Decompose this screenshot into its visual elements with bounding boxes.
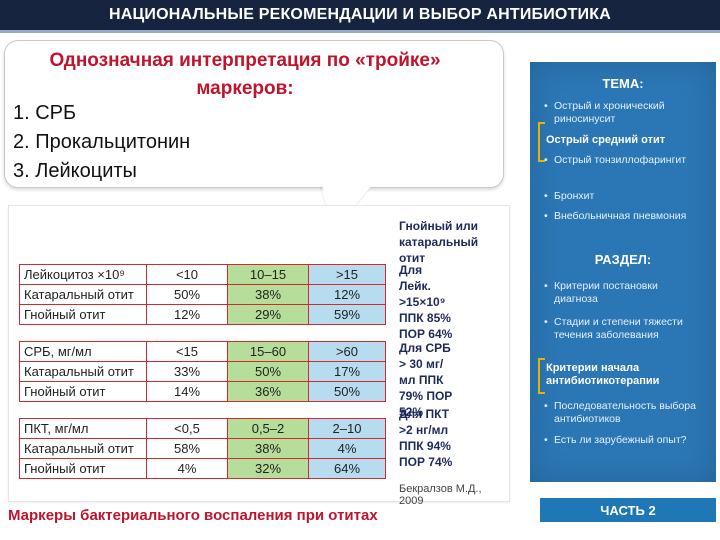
theme-item[interactable]: • Бронхит xyxy=(544,190,714,203)
section-item-label: Есть ли зарубежный опыт? xyxy=(554,434,687,446)
cell: 14% xyxy=(146,381,228,402)
side-note-leuk: Для Лейк. >15×10⁹ ППК 85% ПОР 64% xyxy=(399,263,453,341)
part-label: ЧАСТЬ 2 xyxy=(540,498,716,522)
citation: Бекралзов М.Д., 2009 xyxy=(399,483,482,507)
cell: 15–60 xyxy=(227,341,309,362)
cell: 0,5–2 xyxy=(227,418,309,439)
section-item-label: Стадии и степени тяжести течения заболев… xyxy=(554,316,683,341)
theme-item[interactable]: • Острый тонзиллофарингит xyxy=(544,154,714,167)
theme-item[interactable]: • Внебольничная пневмония xyxy=(544,210,714,223)
table-row: Гнойный отит 14% 36% 50% xyxy=(19,381,386,402)
cell: 59% xyxy=(308,304,386,325)
section-item[interactable]: • Стадии и степени тяжести течения заболе… xyxy=(544,316,714,342)
marker-item: 1. СРБ xyxy=(13,102,77,124)
cell: 12% xyxy=(146,304,228,325)
cell: Гнойный отит xyxy=(19,458,147,479)
bullet: • xyxy=(544,280,548,292)
cell: 64% xyxy=(308,458,386,479)
slide-title: НАЦИОНАЛЬНЫЕ РЕКОМЕНДАЦИИ И ВЫБОР АНТИБИ… xyxy=(0,0,720,30)
theme-item-label: Острый и хронический риносинусит xyxy=(554,100,665,125)
cell: 50% xyxy=(227,361,309,382)
bullet: • xyxy=(544,210,548,222)
cell: Гнойный отит xyxy=(19,304,147,325)
side-header: Гнойный или катаральный отит xyxy=(399,219,479,265)
highlight-bracket xyxy=(538,358,545,394)
callout-box: Однозначная интерпретация по «тройке» ма… xyxy=(4,40,504,188)
cell: Лейкоцитоз ×10⁹ xyxy=(19,264,147,285)
theme-item-label: Бронхит xyxy=(554,190,595,202)
cell: <0,5 xyxy=(146,418,228,439)
cell: 36% xyxy=(227,381,309,402)
table-caption: Маркеры бактериального воспаления при от… xyxy=(8,507,378,524)
cell: 50% xyxy=(146,284,228,305)
theme-header: ТЕМА: xyxy=(602,76,644,91)
table-row: Гнойный отит 12% 29% 59% xyxy=(19,304,386,325)
highlight-bracket xyxy=(538,122,545,162)
topics-panel: ТЕМА: • Острый и хронический риносинусит … xyxy=(530,62,716,482)
theme-item[interactable]: • Острый и хронический риносинусит xyxy=(544,100,714,126)
marker-table-image: Гнойный или катаральный отит Лейкоцитоз … xyxy=(8,205,510,507)
cell: >15 xyxy=(308,264,386,285)
theme-item-current[interactable]: Острый средний отит xyxy=(546,134,666,146)
section-item[interactable]: • Последовательность выбора антибиотиков xyxy=(544,400,714,426)
marker-list: 1. СРБ 2. Прокальцитонин 3. Лейкоциты xyxy=(13,99,190,186)
cell: 32% xyxy=(227,458,309,479)
cell: 38% xyxy=(227,284,309,305)
cell: 2–10 xyxy=(308,418,386,439)
cell: Катаральный отит xyxy=(19,284,147,305)
cell: 29% xyxy=(227,304,309,325)
cell: <15 xyxy=(146,341,228,362)
cell: Гнойный отит xyxy=(19,381,147,402)
table-row: Катаральный отит 33% 50% 17% xyxy=(19,361,386,382)
bullet: • xyxy=(544,434,548,446)
cell: 4% xyxy=(146,458,228,479)
cell: Катаральный отит xyxy=(19,361,147,382)
cell: СРБ, мг/мл xyxy=(19,341,147,362)
cell: 10–15 xyxy=(227,264,309,285)
title-underline xyxy=(0,30,720,33)
table-row: Гнойный отит 4% 32% 64% xyxy=(19,458,386,479)
side-note-pct: Для ПКТ >2 нг/мл ППК 94% ПОР 74% xyxy=(399,407,453,469)
cell: 38% xyxy=(227,438,309,459)
section-header: РАЗДЕЛ: xyxy=(594,252,652,267)
section-item[interactable]: • Есть ли зарубежный опыт? xyxy=(544,434,714,447)
section-item-label: Критерии постановки диагноза xyxy=(554,280,658,305)
table-row: Катаральный отит 50% 38% 12% xyxy=(19,284,386,305)
cell: 33% xyxy=(146,361,228,382)
table-row: Лейкоцитоз ×10⁹ <10 10–15 >15 xyxy=(19,264,386,285)
theme-item-label: Острый тонзиллофарингит xyxy=(554,154,687,166)
section-item[interactable]: • Критерии постановки диагноза xyxy=(544,280,714,306)
cell: <10 xyxy=(146,264,228,285)
marker-table: Лейкоцитоз ×10⁹ <10 10–15 >15 Катаральный о… xyxy=(19,264,386,479)
table-row: ПКТ, мг/мл <0,5 0,5–2 2–10 xyxy=(19,418,386,439)
cell: 50% xyxy=(308,381,386,402)
callout-title: Однозначная интерпретация по «тройке» ма… xyxy=(49,50,441,99)
side-note-crp: Для СРБ > 30 мг/мл ППК 79% ПОР 52% xyxy=(399,341,453,419)
bullet: • xyxy=(544,100,548,112)
cell: 58% xyxy=(146,438,228,459)
table-row: СРБ, мг/мл <15 15–60 >60 xyxy=(19,341,386,362)
section-item-label: Последовательность выбора антибиотиков xyxy=(554,400,696,425)
section-item-current[interactable]: Критерии начала антибиотикотерапии xyxy=(546,362,660,387)
cell: Катаральный отит xyxy=(19,438,147,459)
cell: ПКТ, мг/мл xyxy=(19,418,147,439)
table-row: Катаральный отит 58% 38% 4% xyxy=(19,438,386,459)
marker-item: 2. Прокальцитонин xyxy=(13,131,191,153)
marker-item: 3. Лейкоциты xyxy=(13,160,137,182)
cell: 12% xyxy=(308,284,386,305)
cell: 17% xyxy=(308,361,386,382)
bullet: • xyxy=(544,400,548,412)
theme-item-label: Внебольничная пневмония xyxy=(554,210,687,222)
bullet: • xyxy=(544,190,548,202)
cell: 4% xyxy=(308,438,386,459)
bullet: • xyxy=(544,154,548,166)
cell: >60 xyxy=(308,341,386,362)
bullet: • xyxy=(544,316,548,328)
